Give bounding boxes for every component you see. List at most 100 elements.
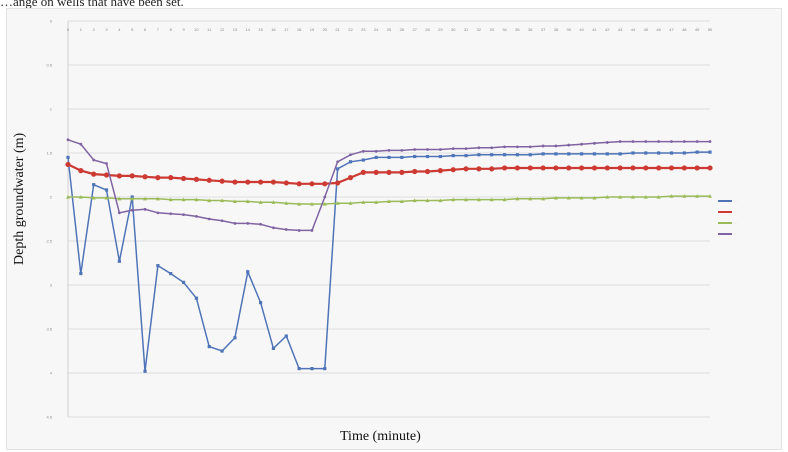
- y-tick-label: 0.5: [46, 63, 52, 68]
- data-point: [669, 194, 674, 198]
- data-point: [297, 202, 302, 206]
- data-point: [604, 165, 610, 171]
- data-point: [142, 174, 148, 180]
- data-point: [169, 212, 173, 216]
- data-point: [489, 197, 494, 202]
- data-point: [105, 162, 108, 165]
- data-point: [707, 165, 713, 171]
- data-point: [566, 165, 572, 171]
- data-point: [284, 228, 288, 231]
- data-point: [566, 195, 571, 200]
- data-point: [258, 179, 264, 185]
- data-point: [464, 147, 468, 151]
- x-tick-label: 35: [515, 27, 520, 32]
- legend-label: …: [734, 199, 737, 203]
- x-tick-label: 41: [592, 27, 597, 32]
- data-point: [232, 199, 237, 203]
- data-point: [143, 207, 147, 211]
- data-point: [412, 168, 418, 175]
- x-tick-label: 50: [708, 27, 713, 32]
- data-point: [490, 153, 494, 157]
- x-tick-label: 38: [554, 27, 559, 32]
- data-point: [336, 160, 340, 164]
- data-point: [78, 195, 83, 199]
- data-point: [489, 166, 495, 172]
- x-tick-label: 42: [605, 27, 610, 32]
- x-tick-label: 15: [258, 27, 263, 32]
- series-4: [66, 138, 712, 232]
- data-point: [657, 140, 661, 143]
- x-tick-label: 2: [93, 27, 96, 32]
- data-point: [450, 167, 456, 173]
- data-point: [296, 181, 302, 187]
- x-tick-label: 30: [451, 27, 456, 32]
- data-point: [168, 197, 173, 202]
- data-point: [554, 144, 558, 148]
- data-point: [309, 202, 314, 206]
- data-point: [516, 145, 519, 149]
- data-point: [156, 211, 160, 215]
- data-point: [271, 346, 276, 350]
- legend-label: …: [734, 221, 737, 225]
- data-point: [361, 200, 366, 204]
- data-point: [310, 229, 314, 232]
- data-point: [413, 148, 417, 151]
- data-point: [272, 226, 275, 230]
- data-point: [104, 195, 109, 200]
- legend-item: …: [718, 229, 778, 239]
- data-point: [130, 208, 134, 212]
- data-point: [258, 200, 263, 204]
- data-point: [195, 214, 198, 218]
- series-line: [67, 151, 710, 372]
- x-tick-label: 24: [374, 27, 379, 32]
- data-point: [79, 271, 83, 276]
- data-point: [386, 169, 392, 175]
- data-point: [400, 148, 404, 152]
- x-tick-label: 7: [157, 27, 160, 32]
- data-point: [592, 195, 597, 200]
- data-point: [425, 154, 430, 159]
- data-point: [541, 144, 545, 148]
- data-point: [708, 150, 712, 154]
- x-tick-label: 13: [233, 27, 238, 32]
- data-point: [438, 148, 442, 151]
- x-tick-label: 39: [567, 27, 572, 32]
- data-point: [233, 336, 237, 340]
- data-point: [399, 169, 405, 175]
- x-tick-label: 31: [464, 27, 469, 32]
- data-point: [554, 152, 558, 156]
- data-point: [310, 367, 314, 371]
- data-point: [181, 197, 186, 202]
- data-point: [194, 296, 198, 300]
- data-point: [437, 168, 443, 174]
- data-point: [412, 198, 417, 203]
- data-point: [451, 154, 455, 158]
- y-tick-label: 4.5: [46, 415, 52, 420]
- data-point: [246, 222, 250, 225]
- data-point: [580, 152, 584, 156]
- series-2: [65, 161, 713, 187]
- data-point: [657, 151, 661, 155]
- tick-labels: 00.511.522.533.544.50 1 2 3 4 5 6 7 8 9 10 11 12 13 14…: [46, 19, 713, 420]
- data-point: [656, 195, 661, 199]
- data-point: [644, 140, 648, 143]
- data-point: [245, 179, 251, 185]
- x-tick-label: 34: [502, 27, 507, 32]
- x-axis-label: Time (minute): [340, 429, 421, 444]
- data-point: [270, 179, 277, 185]
- data-point: [567, 143, 571, 147]
- top-caption: …ange on wells that have been set.: [0, 0, 184, 8]
- data-point: [579, 195, 584, 200]
- data-point: [271, 200, 276, 204]
- data-point: [374, 149, 378, 153]
- data-point: [309, 181, 315, 187]
- data-point: [219, 178, 225, 184]
- data-point: [103, 172, 110, 178]
- data-point: [631, 140, 635, 143]
- data-point: [155, 196, 160, 201]
- data-point: [579, 165, 585, 171]
- data-point: [322, 202, 327, 206]
- data-point: [681, 165, 687, 171]
- data-point: [618, 152, 622, 156]
- data-point: [451, 147, 455, 151]
